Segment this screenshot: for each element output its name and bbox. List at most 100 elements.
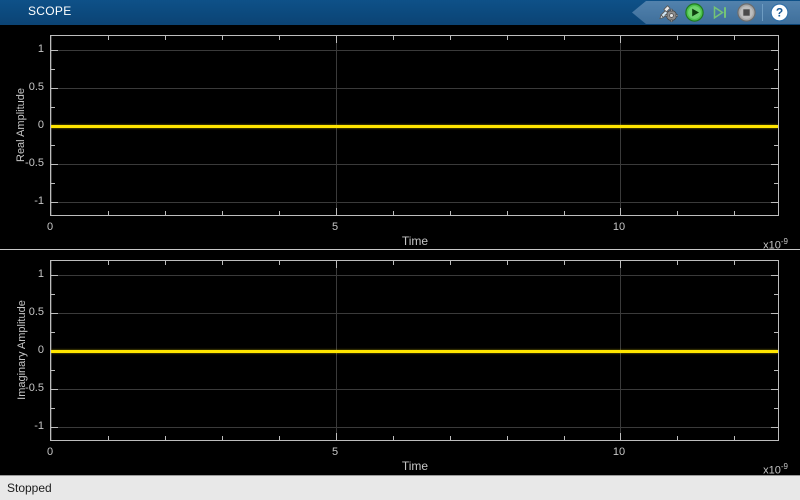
xtick-label: 5	[331, 221, 339, 233]
step-forward-button[interactable]	[707, 2, 733, 23]
ytick-label: -0.5	[25, 382, 44, 394]
help-icon: ?	[770, 3, 788, 22]
ytick-minor	[51, 408, 55, 409]
configuration-properties-button[interactable]	[655, 2, 681, 23]
help-button[interactable]: ?	[766, 2, 792, 23]
run-button[interactable]	[681, 2, 707, 23]
gridline-y-1	[51, 50, 778, 51]
x-axis-exponent-imaginary: x10-9	[763, 462, 788, 477]
xtick-major	[620, 433, 621, 440]
x-axis-label-imaginary: Time	[401, 459, 429, 473]
status-text: Stopped	[7, 481, 52, 495]
xtick-minor-top	[507, 261, 508, 265]
xtick-major	[336, 208, 337, 215]
xtick-major	[620, 208, 621, 215]
ytick-minor	[51, 145, 55, 146]
ytick-minor-right	[774, 408, 778, 409]
signal-trace-imaginary	[51, 350, 778, 353]
exponent-power: -9	[780, 237, 788, 246]
gridline-y--1	[51, 427, 778, 428]
stop-icon	[736, 3, 756, 22]
xtick-minor-top	[222, 261, 223, 265]
ytick-minor	[51, 183, 55, 184]
ytick-major	[51, 88, 58, 89]
ytick-minor-right	[774, 332, 778, 333]
window-title: SCOPE	[28, 4, 72, 18]
exponent-power: -9	[780, 462, 788, 471]
status-bar: Stopped	[0, 475, 800, 500]
xtick-minor	[734, 436, 735, 440]
xtick-minor-top	[564, 36, 565, 40]
gridline-y-0.5	[51, 313, 778, 314]
xtick-minor	[222, 436, 223, 440]
ytick-minor-right	[774, 107, 778, 108]
configuration-properties-icon	[658, 4, 678, 22]
xtick-minor-top	[734, 36, 735, 40]
axes-real-amplitude[interactable]	[50, 35, 779, 216]
xtick-major-top	[336, 261, 337, 268]
gridline-y--0.5	[51, 389, 778, 390]
ytick-major-right	[771, 202, 778, 203]
toolbar: ?	[632, 1, 800, 24]
ytick-labels-imaginary: 1 0.5 0 -0.5 -1	[8, 260, 44, 441]
ytick-labels-real: 1 0.5 0 -0.5 -1	[8, 35, 44, 216]
xtick-minor-top	[165, 36, 166, 40]
xtick-minor-top	[279, 261, 280, 265]
xtick-minor	[450, 211, 451, 215]
ytick-minor-right	[774, 370, 778, 371]
x-axis-exponent-real: x10-9	[763, 237, 788, 252]
stop-button[interactable]	[733, 2, 759, 23]
xtick-label: 0	[46, 446, 54, 458]
xtick-label: 5	[331, 446, 339, 458]
exponent-base: x10	[763, 239, 781, 252]
ytick-minor	[51, 107, 55, 108]
xtick-minor-top	[108, 36, 109, 40]
ytick-minor-right	[774, 69, 778, 70]
xtick-minor-top	[165, 261, 166, 265]
ytick-major	[51, 389, 58, 390]
gridline-y-0.5	[51, 88, 778, 89]
ytick-major-right	[771, 313, 778, 314]
gridline-y-1	[51, 275, 778, 276]
gridline-y--0.5	[51, 164, 778, 165]
xtick-minor	[564, 211, 565, 215]
ytick-label: -1	[34, 195, 44, 207]
ytick-major-right	[771, 88, 778, 89]
xtick-minor-top	[677, 261, 678, 265]
xtick-minor-top	[393, 36, 394, 40]
panel-imaginary-amplitude: 1 0.5 0 -0.5 -1 Imaginary Amplitude 0 5 …	[0, 250, 800, 477]
ytick-major	[51, 50, 58, 51]
ytick-major	[51, 427, 58, 428]
plot-area: 1 0.5 0 -0.5 -1 Real Amplitude 0 5 10 Ti…	[0, 25, 800, 477]
ytick-minor	[51, 370, 55, 371]
xtick-minor	[677, 211, 678, 215]
xtick-label: 10	[612, 221, 626, 233]
xtick-minor	[734, 211, 735, 215]
ytick-label: 1	[37, 43, 44, 55]
ytick-major	[51, 202, 58, 203]
xtick-label: 0	[46, 221, 54, 233]
xtick-major-top	[336, 36, 337, 43]
ytick-label: 1	[37, 268, 44, 280]
run-icon	[684, 3, 704, 22]
axes-imaginary-amplitude[interactable]	[50, 260, 779, 441]
xtick-minor	[450, 436, 451, 440]
gridline-y--1	[51, 202, 778, 203]
ytick-label: 0	[37, 344, 44, 356]
xtick-minor	[165, 211, 166, 215]
ytick-major	[51, 275, 58, 276]
step-forward-icon	[713, 5, 726, 20]
xtick-minor-top	[450, 261, 451, 265]
xtick-minor	[279, 211, 280, 215]
y-axis-label-real: Real Amplitude	[15, 88, 27, 162]
xtick-minor	[393, 211, 394, 215]
xtick-minor	[507, 211, 508, 215]
ytick-major	[51, 313, 58, 314]
xtick-minor	[564, 436, 565, 440]
xtick-minor	[222, 211, 223, 215]
xtick-major	[336, 433, 337, 440]
ytick-major-right	[771, 389, 778, 390]
ytick-major-right	[771, 50, 778, 51]
ytick-minor-right	[774, 294, 778, 295]
